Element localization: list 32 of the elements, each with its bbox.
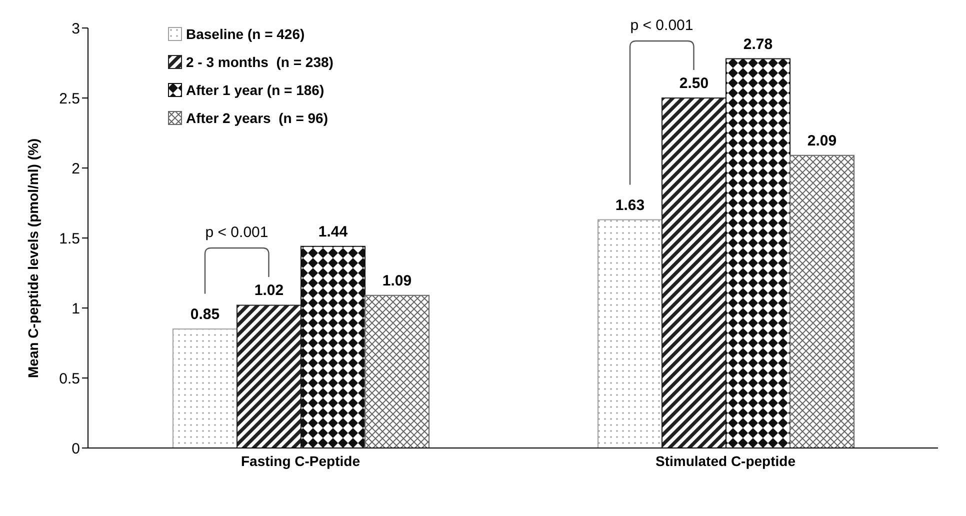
data-label: 1.44 xyxy=(318,223,348,240)
data-label: 2.50 xyxy=(679,75,709,92)
bar xyxy=(364,294,430,448)
data-label: 0.85 xyxy=(190,306,220,323)
data-label: 1.63 xyxy=(615,196,645,214)
bar xyxy=(598,219,662,448)
bar xyxy=(300,246,366,448)
legend-label: After 1 year (n = 186) xyxy=(186,82,324,98)
data-label: 2.09 xyxy=(807,132,837,150)
y-tick-label: 1 xyxy=(72,300,80,318)
y-tick-label: 2.5 xyxy=(59,90,80,108)
y-tick-label: 3 xyxy=(72,20,80,38)
legend-label: Baseline (n = 426) xyxy=(186,26,305,42)
bar xyxy=(662,98,726,448)
annotation: p < 0.001 xyxy=(204,224,270,242)
y-tick-label: 0 xyxy=(72,440,80,458)
data-label: 2.78 xyxy=(743,36,773,53)
bar xyxy=(172,328,238,448)
bar xyxy=(236,304,302,448)
data-label: 1.09 xyxy=(382,272,412,290)
y-tick-label: 0.5 xyxy=(59,370,80,388)
bar xyxy=(790,154,854,448)
legend-label: After 2 years (n = 96) xyxy=(186,110,328,126)
x-tick-label: Stimulated C-peptide xyxy=(655,452,796,469)
legend-label: 2 - 3 months (n = 238) xyxy=(186,54,334,70)
y-axis-title: Mean C-peptide levels (pmol/ml) (%) xyxy=(24,138,41,378)
x-tick-label: Fasting C-Peptide xyxy=(240,452,360,469)
data-label: 1.02 xyxy=(254,282,284,300)
bar xyxy=(726,58,790,448)
y-tick-label: 1.5 xyxy=(59,230,80,248)
annotation: p < 0.001 xyxy=(629,17,694,34)
y-tick-label: 2 xyxy=(72,160,80,178)
